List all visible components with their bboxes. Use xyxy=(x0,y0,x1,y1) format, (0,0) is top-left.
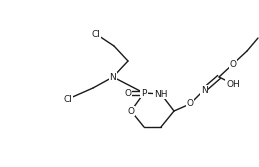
Text: N: N xyxy=(110,72,116,81)
Text: NH: NH xyxy=(154,90,168,99)
Text: Cl: Cl xyxy=(63,95,73,104)
Text: OH: OH xyxy=(226,79,240,89)
Text: N: N xyxy=(201,86,207,95)
Text: O: O xyxy=(186,100,193,109)
Text: O: O xyxy=(127,107,134,116)
Text: O: O xyxy=(125,89,132,98)
Text: P: P xyxy=(141,89,147,98)
Text: Cl: Cl xyxy=(92,30,100,39)
Text: O: O xyxy=(229,59,236,68)
